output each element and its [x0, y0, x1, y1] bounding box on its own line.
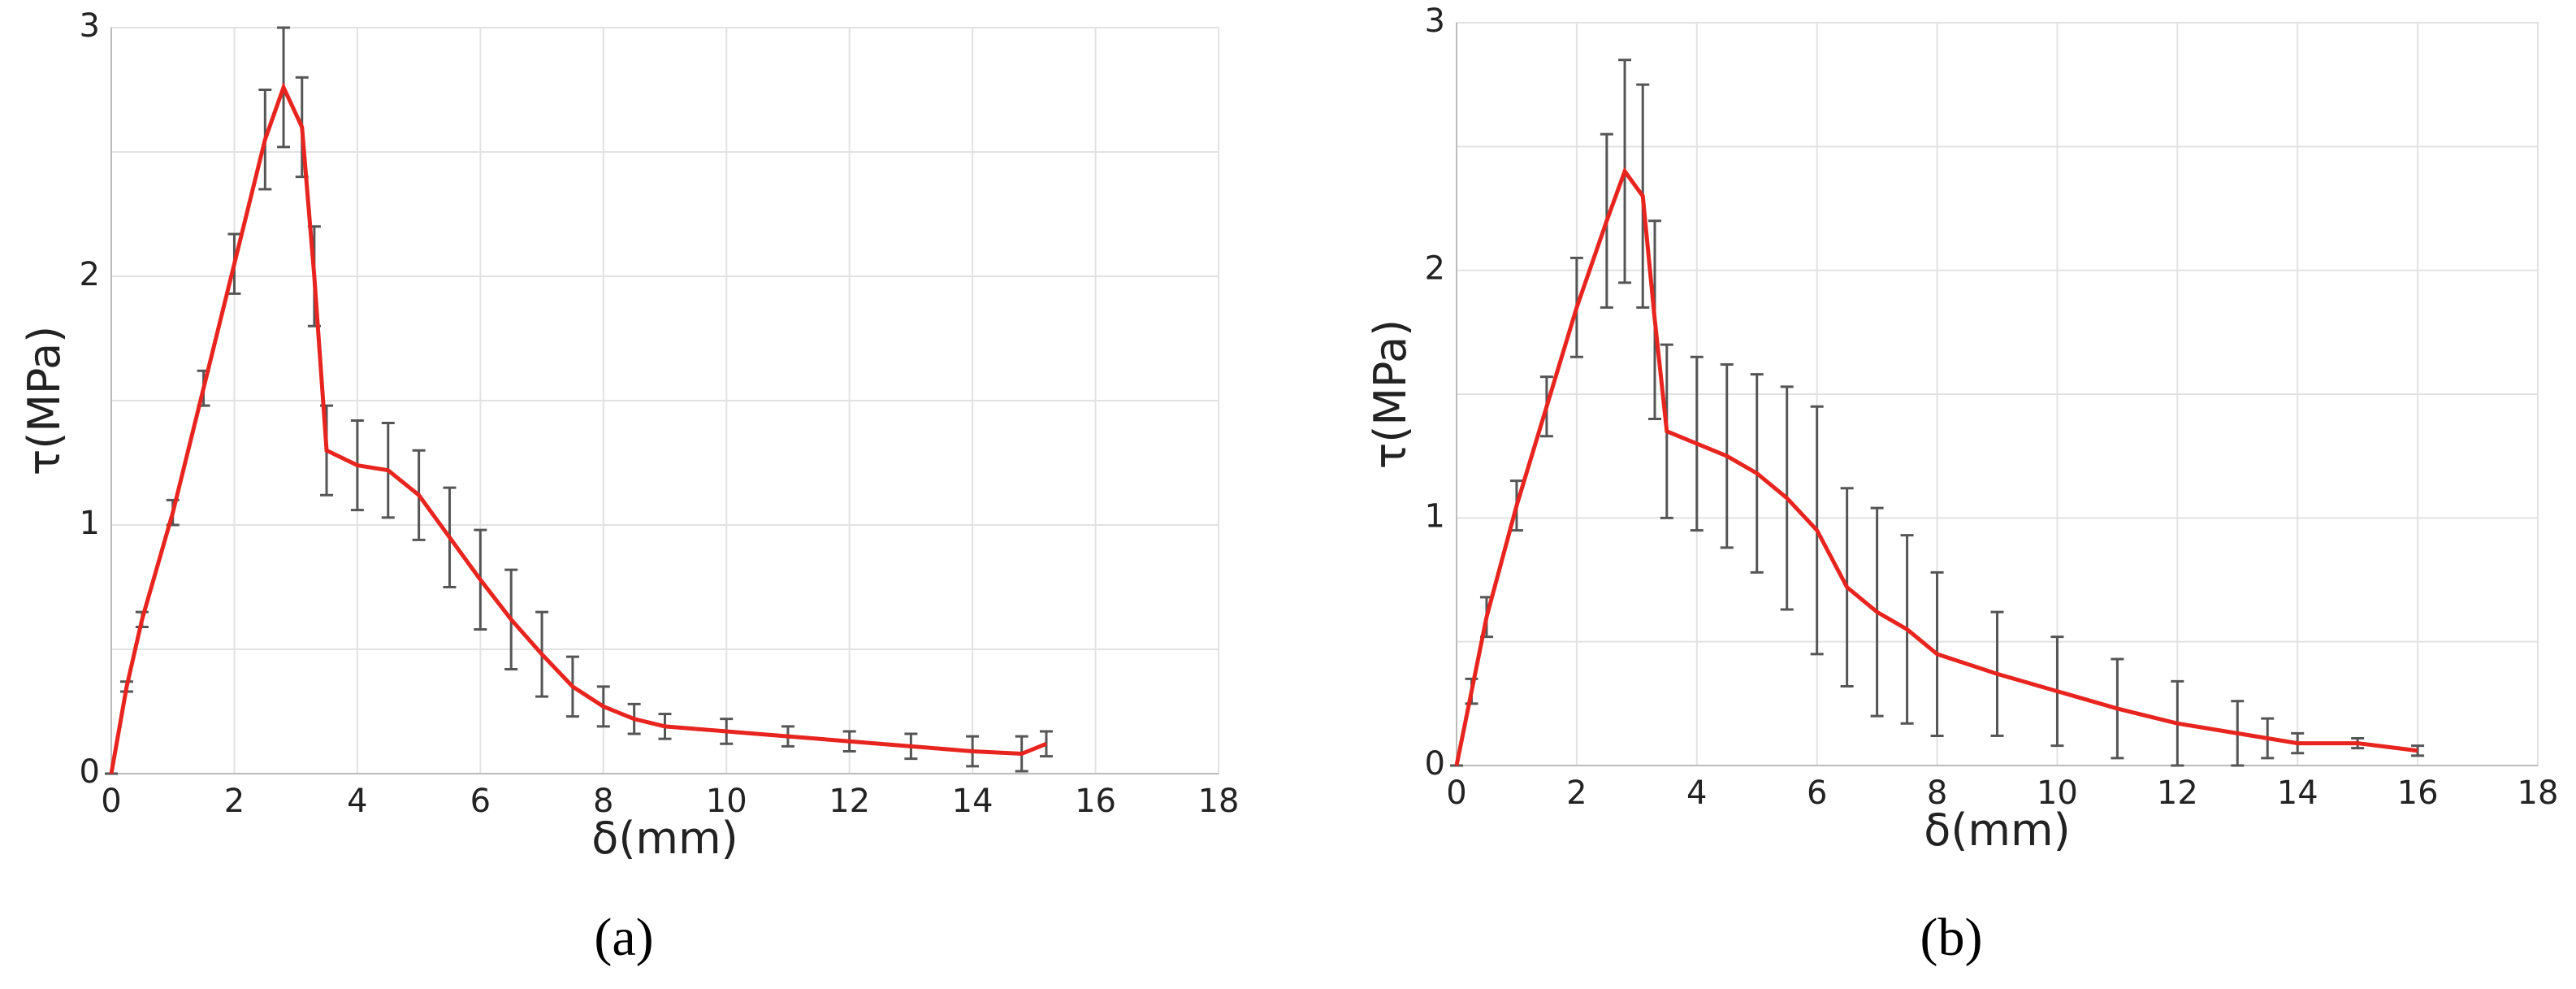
x-tick-label: 16: [2397, 774, 2439, 812]
x-tick-label: 4: [1686, 774, 1707, 812]
y-tick-label: 1: [1425, 497, 1445, 535]
caption: (a): [594, 908, 653, 967]
y-tick-label: 2: [1425, 250, 1445, 288]
x-tick-label: 6: [470, 783, 491, 820]
y-tick-label: 3: [1425, 2, 1445, 40]
x-axis-label: δ(mm): [1924, 805, 2070, 856]
x-tick-label: 14: [952, 783, 994, 820]
x-tick-label: 18: [2518, 774, 2559, 812]
x-tick-label: 6: [1807, 774, 1827, 812]
x-tick-label: 8: [1927, 774, 1947, 812]
y-tick-label: 3: [80, 7, 100, 45]
x-tick-label: 10: [2037, 774, 2078, 812]
mean-line: [1454, 167, 2418, 766]
x-tick-label: 2: [224, 783, 245, 820]
x-tick-label: 2: [1566, 774, 1587, 812]
x-tick-label: 0: [1446, 774, 1466, 812]
x-tick-label: 10: [706, 783, 747, 820]
x-tick-label: 12: [829, 783, 870, 820]
y-tick-label: 1: [80, 505, 100, 542]
caption: (b): [1920, 908, 1983, 967]
x-tick-label: 18: [1198, 783, 1240, 820]
y-axis-label: τ(MPa): [1365, 319, 1416, 469]
y-tick-label: 2: [80, 256, 100, 293]
x-tick-label: 12: [2157, 774, 2198, 812]
x-tick-label: 8: [593, 783, 613, 820]
x-tick-label: 0: [101, 783, 121, 820]
mean-line: [109, 81, 1047, 774]
x-tick-label: 4: [347, 783, 367, 820]
x-tick-label: 16: [1075, 783, 1116, 820]
x-axis-label: δ(mm): [591, 813, 738, 864]
y-tick-label: 0: [80, 753, 100, 791]
y-axis-label: τ(MPa): [19, 326, 70, 475]
x-tick-label: 14: [2277, 774, 2318, 812]
y-tick-label: 0: [1425, 745, 1445, 783]
